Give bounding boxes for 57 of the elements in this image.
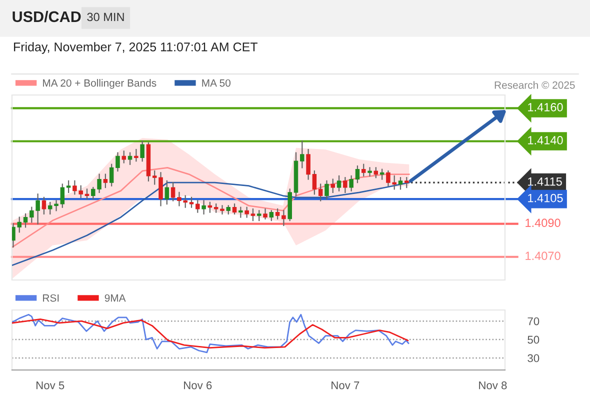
candlestick <box>300 140 304 168</box>
candlestick <box>238 206 243 218</box>
ref-line-label: 1.4070 <box>526 252 560 260</box>
candlestick <box>343 177 348 194</box>
candlestick <box>66 180 71 194</box>
candlestick <box>368 167 372 176</box>
x-tick-label: Nov 6 <box>184 381 212 390</box>
x-tick-label: Nov 7 <box>332 382 360 390</box>
candlestick <box>282 210 286 226</box>
ref-line-label: 1.4115 <box>528 177 562 186</box>
candlestick <box>23 213 28 228</box>
candlestick <box>361 164 366 176</box>
candlestick <box>250 208 256 222</box>
candlestick <box>374 167 378 178</box>
candlestick <box>398 177 403 190</box>
x-tick-label: Nov 5 <box>36 382 64 390</box>
candlestick <box>170 182 176 202</box>
candlestick <box>122 150 126 164</box>
chart-title: USD/CAD <box>12 10 81 22</box>
ref-line-label: 1.4140 <box>528 136 563 144</box>
y-tick-label: 70 <box>528 317 540 326</box>
candlestick <box>349 175 354 192</box>
candlestick <box>232 203 237 214</box>
candlestick <box>42 196 46 214</box>
candlestick <box>196 200 200 213</box>
candlestick <box>103 174 108 188</box>
legend-label: RSI <box>43 294 59 302</box>
x-tick-label: Nov 8 <box>479 381 507 390</box>
candlestick <box>269 210 274 222</box>
legend-label: 9MA <box>104 294 126 302</box>
candlestick <box>275 208 280 220</box>
candlestick <box>189 196 194 208</box>
legend-label: MA 20 + Bollinger Bands <box>43 79 156 89</box>
candlestick <box>244 206 249 218</box>
ref-line-label: 1.4160 <box>528 103 563 112</box>
ref-line-label: 1.4105 <box>528 194 563 202</box>
candlestick <box>263 208 268 220</box>
candlestick <box>404 177 409 188</box>
chart-subtitle: Friday, November 7, 2025 11:07:01 AM CET <box>14 42 258 54</box>
candlestick <box>318 184 323 202</box>
candlestick <box>324 180 329 200</box>
candlestick <box>140 140 144 162</box>
candlestick <box>134 148 138 162</box>
y-tick-label: 30 <box>528 354 540 362</box>
candlestick <box>256 210 262 222</box>
candlestick <box>202 200 206 214</box>
candlestick <box>164 180 170 205</box>
candlestick <box>355 165 360 184</box>
text: Research © 2025 <box>494 81 575 89</box>
text: 30 MIN <box>87 12 124 22</box>
candlestick <box>306 148 310 180</box>
y-tick-label: 50 <box>528 336 540 344</box>
candlestick <box>312 170 317 195</box>
candlestick <box>336 175 342 192</box>
ref-line-label: 1.4090 <box>526 218 560 228</box>
candlestick <box>330 178 336 194</box>
legend-label: MA 50 <box>202 79 230 87</box>
